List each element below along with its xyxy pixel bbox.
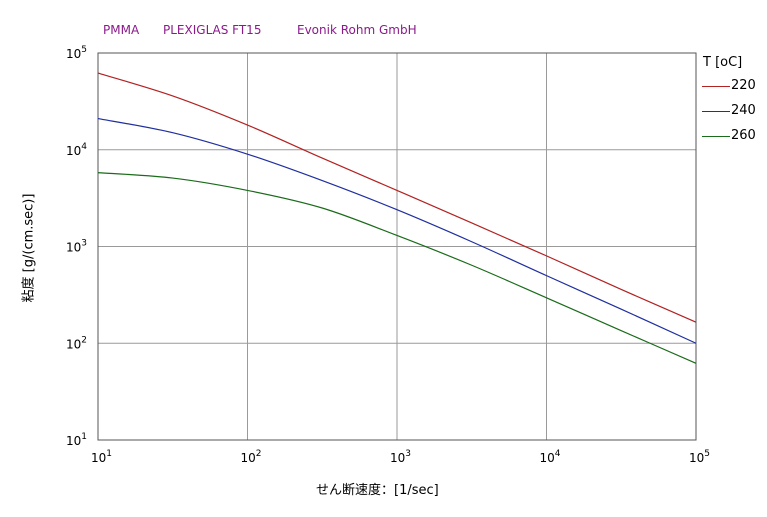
- series-line-240: [97, 117, 697, 344]
- y-tick-label: 105: [66, 45, 87, 61]
- x-tick-label: 104: [540, 449, 561, 465]
- legend-swatch: [702, 86, 730, 87]
- x-tick-label: 103: [390, 449, 411, 465]
- series-line-260: [97, 172, 697, 364]
- legend-label: 220: [731, 78, 756, 93]
- x-axis-label: せん断速度：[1/sec]: [316, 483, 439, 498]
- series-line-220: [97, 72, 697, 323]
- legend-swatch: [702, 136, 730, 137]
- legend-label: 240: [731, 103, 756, 118]
- legend-swatch: [702, 111, 730, 112]
- x-tick-label: 102: [241, 449, 262, 465]
- y-tick-label: 102: [66, 335, 87, 351]
- y-tick-label: 104: [66, 142, 87, 158]
- plot-frame: [97, 52, 697, 441]
- legend-item-260: 260: [702, 129, 762, 143]
- x-tick-label: 101: [91, 449, 112, 465]
- y-tick-label: 101: [66, 432, 87, 448]
- legend-item-220: 220: [702, 79, 762, 93]
- y-axis-label: 粘度 [g/(cm.sec)]: [21, 193, 37, 303]
- header-grade: PLEXIGLAS FT15: [163, 23, 262, 37]
- legend-title: T [oC]: [703, 55, 743, 70]
- x-tick-label: 105: [689, 449, 710, 465]
- header-maker: Evonik Rohm GmbH: [297, 23, 417, 37]
- header-material: PMMA: [103, 23, 140, 37]
- legend-item-240: 240: [702, 104, 762, 118]
- legend-label: 260: [731, 128, 756, 143]
- y-tick-label: 103: [66, 239, 87, 255]
